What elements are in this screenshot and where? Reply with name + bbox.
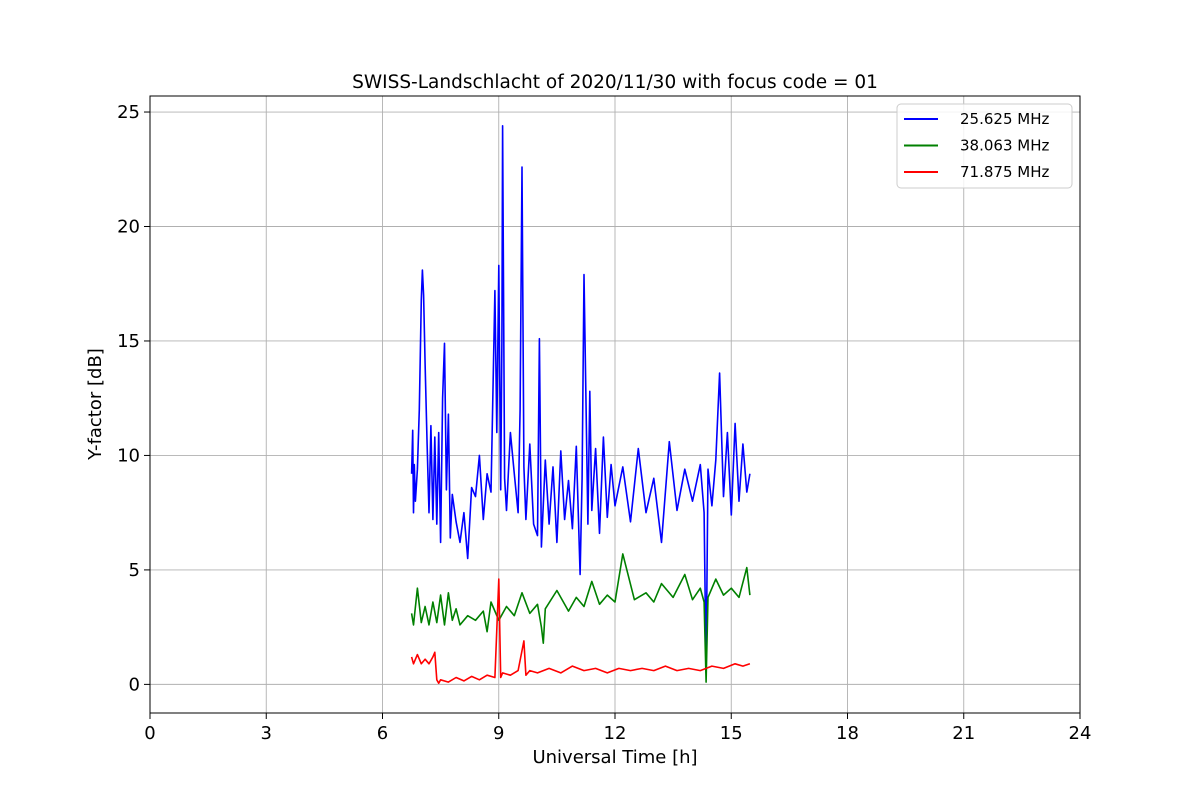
y-tick-label: 5 bbox=[129, 560, 140, 581]
y-tick-label: 25 bbox=[117, 102, 140, 123]
series-line-25-625-mhz bbox=[410, 125, 751, 674]
legend: 25.625 MHz 38.063 MHz 71.875 MHz bbox=[896, 103, 1073, 189]
x-tick-label: 18 bbox=[836, 723, 859, 744]
x-axis-label: Universal Time [h] bbox=[532, 747, 697, 768]
x-tick-label: 6 bbox=[377, 723, 388, 744]
x-tick-label: 9 bbox=[493, 723, 504, 744]
y-axis-label: Y-factor [dB] bbox=[85, 348, 106, 461]
x-tick-label: 3 bbox=[261, 723, 272, 744]
y-tick-label: 15 bbox=[117, 331, 140, 352]
y-tick-label: 0 bbox=[129, 674, 140, 695]
x-tick-label: 15 bbox=[720, 723, 743, 744]
legend-box bbox=[896, 103, 1073, 189]
plot-area-frame bbox=[149, 95, 1081, 714]
series-line-71-875-mhz bbox=[410, 578, 751, 684]
chart-title: SWISS-Landschlacht of 2020/11/30 with fo… bbox=[352, 72, 878, 93]
y-tick-label: 20 bbox=[117, 216, 140, 237]
x-tick-label: 21 bbox=[952, 723, 975, 744]
legend-entry-label: 71.875 MHz bbox=[960, 163, 1049, 181]
legend-entry-label: 38.063 MHz bbox=[960, 137, 1049, 155]
grid-lines bbox=[149, 96, 1081, 713]
x-tick-label: 24 bbox=[1069, 723, 1092, 744]
x-tick-label: 0 bbox=[144, 723, 155, 744]
y-tick-label: 10 bbox=[117, 445, 140, 466]
series-line-38-063-mhz bbox=[410, 553, 751, 683]
series-lines bbox=[410, 125, 751, 684]
x-tick-label: 12 bbox=[604, 723, 627, 744]
axis-ticks: 0 3 6 9 12 15 18 21 24 0 5 10 15 20 25 bbox=[117, 102, 1091, 744]
legend-entry-label: 25.625 MHz bbox=[960, 110, 1049, 128]
